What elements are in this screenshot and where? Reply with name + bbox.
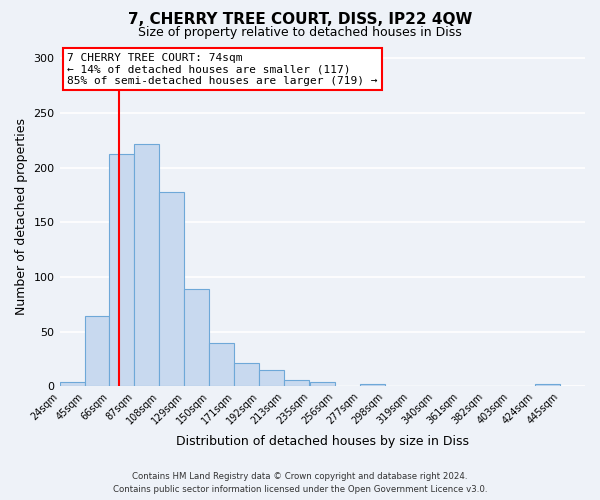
Bar (209, 342, 234, 386)
Bar (234, 364, 259, 386)
Text: 7 CHERRY TREE COURT: 74sqm
← 14% of detached houses are smaller (117)
85% of sem: 7 CHERRY TREE COURT: 74sqm ← 14% of deta… (67, 52, 378, 86)
Y-axis label: Number of detached properties: Number of detached properties (15, 118, 28, 316)
Bar (310, 382, 335, 386)
Bar (284, 380, 309, 386)
Bar (134, 144, 160, 386)
Bar (59, 382, 85, 386)
Bar (259, 370, 284, 386)
Bar (160, 192, 184, 386)
Bar (184, 289, 209, 386)
Bar (535, 384, 560, 386)
Bar (361, 384, 385, 386)
Text: Contains HM Land Registry data © Crown copyright and database right 2024.
Contai: Contains HM Land Registry data © Crown c… (113, 472, 487, 494)
X-axis label: Distribution of detached houses by size in Diss: Distribution of detached houses by size … (176, 434, 469, 448)
Bar (109, 154, 134, 386)
Text: Size of property relative to detached houses in Diss: Size of property relative to detached ho… (138, 26, 462, 39)
Text: 7, CHERRY TREE COURT, DISS, IP22 4QW: 7, CHERRY TREE COURT, DISS, IP22 4QW (128, 12, 472, 28)
Bar (85, 316, 109, 386)
